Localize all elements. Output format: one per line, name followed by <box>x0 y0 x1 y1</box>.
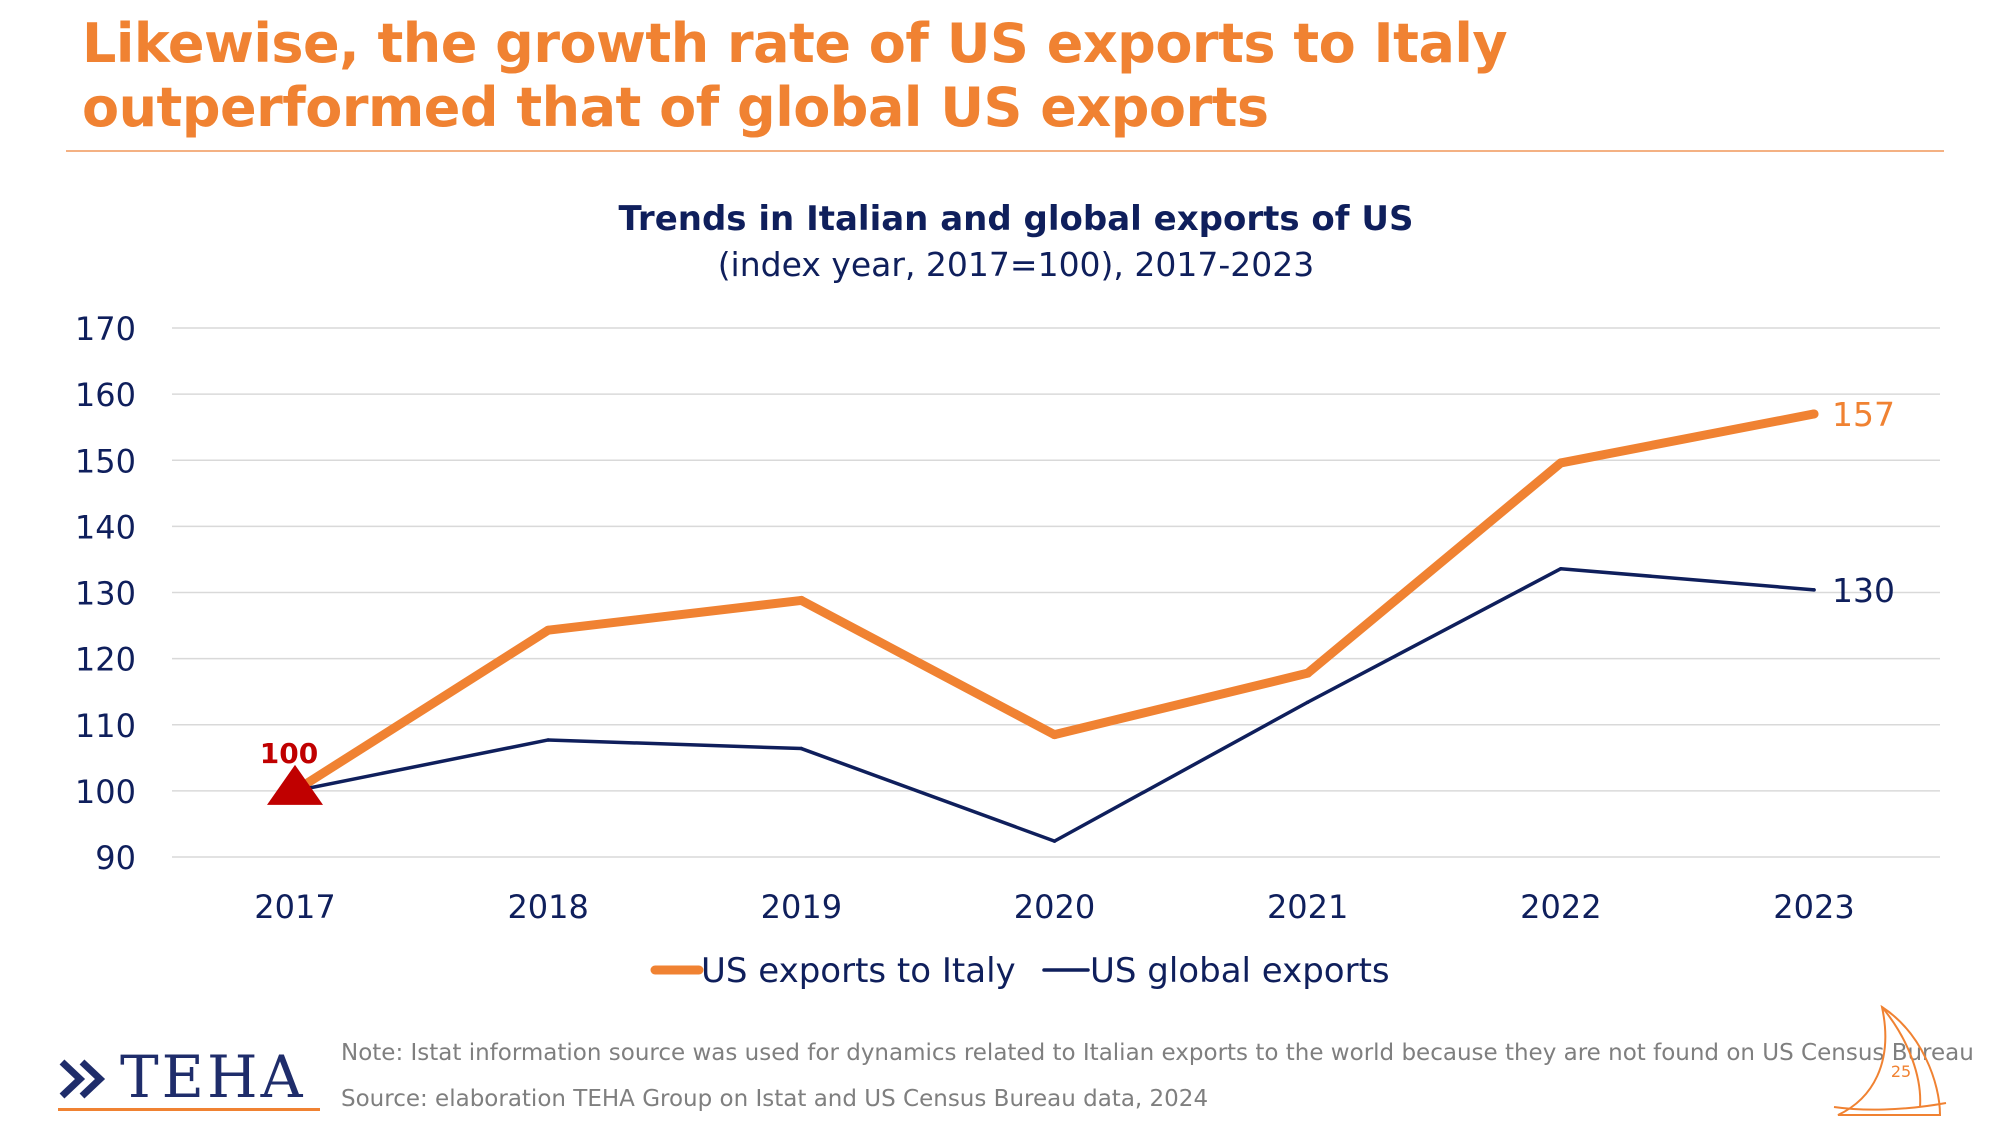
line-chart: Trends in Italian and global exports of … <box>75 199 1940 991</box>
logo-underline <box>58 1108 320 1111</box>
y-tick-label: 140 <box>75 508 136 546</box>
data-point <box>1052 839 1057 843</box>
data-point <box>799 746 804 751</box>
y-tick-label: 120 <box>75 641 136 679</box>
y-tick-label: 170 <box>75 310 136 348</box>
x-tick-label: 2018 <box>507 888 588 926</box>
note-text: Note: Istat information source was used … <box>341 1040 1974 1066</box>
data-point <box>543 625 553 635</box>
data-point <box>546 738 550 742</box>
data-point <box>1559 566 1563 571</box>
y-tick-label: 130 <box>75 575 136 613</box>
data-label: 130 <box>1832 571 1895 610</box>
data-point <box>796 595 806 605</box>
y-tick-label: 90 <box>95 839 136 877</box>
teha-logo-text: TEHA <box>120 1043 306 1111</box>
y-tick-label: 110 <box>75 707 136 745</box>
y-tick-label: 150 <box>75 442 136 480</box>
x-tick-label: 2017 <box>254 888 335 926</box>
x-tick-label: 2021 <box>1267 888 1348 926</box>
annotation-label: 100 <box>260 737 318 770</box>
teha-logo-mark-icon <box>59 1059 106 1099</box>
y-tick-label: 160 <box>75 376 136 414</box>
x-tick-label: 2019 <box>761 888 842 926</box>
base-year-triangle-marker <box>267 764 323 805</box>
slide-title: Likewise, the growth rate of US exports … <box>82 12 1508 139</box>
data-point <box>1305 700 1310 705</box>
data-point <box>1050 730 1059 740</box>
page-number: 25 <box>1890 1062 1912 1081</box>
data-label: 157 <box>1832 395 1895 434</box>
data-point <box>1812 588 1816 592</box>
x-tick-label: 2022 <box>1520 888 1601 926</box>
series-line-global <box>293 566 1816 843</box>
x-tick-label: 2023 <box>1773 888 1854 926</box>
chart-subtitle: (index year, 2017=100), 2017-2023 <box>718 245 1315 284</box>
y-tick-label: 100 <box>75 773 136 811</box>
chart-title: Trends in Italian and global exports of … <box>618 199 1413 239</box>
sail-logo-icon <box>1833 1004 1947 1116</box>
data-point <box>1556 458 1566 468</box>
x-tick-label: 2020 <box>1014 888 1095 926</box>
data-point <box>1809 409 1819 419</box>
title-divider <box>66 150 1944 152</box>
data-point <box>1303 668 1313 678</box>
teha-logo: TEHA <box>58 1046 323 1114</box>
legend-label: US global exports <box>1090 951 1390 991</box>
legend-label: US exports to Italy <box>701 951 1016 991</box>
source-text: Source: elaboration TEHA Group on Istat … <box>341 1086 1209 1112</box>
